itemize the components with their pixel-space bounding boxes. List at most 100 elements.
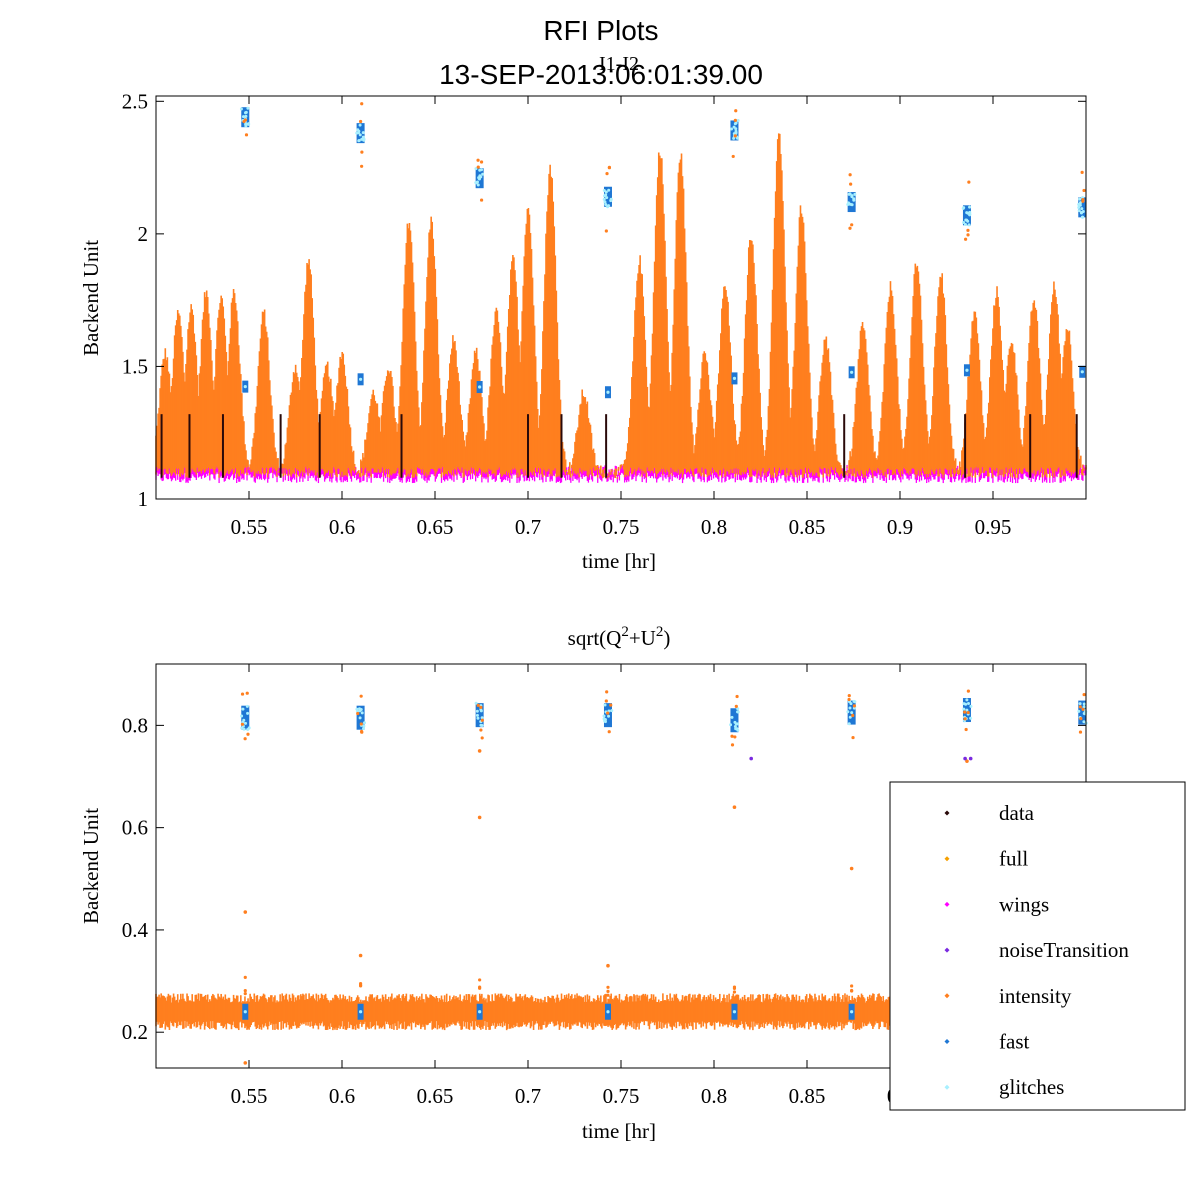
legend-marker-wings [944,901,950,907]
glitch-point [244,114,248,118]
y-tick-label: 1.5 [122,354,148,378]
intensity-outlier [607,165,612,170]
glitch-point [243,111,247,115]
glitch-point [967,223,971,227]
glitch-point-low [850,370,854,374]
intensity-outlier [605,172,609,176]
legend-marker-noiseTransition [944,947,950,953]
intensity-outlier [243,910,248,914]
intensity-outlier [240,692,245,696]
glitch-point [966,219,970,223]
legend-marker-glitches [944,1084,950,1090]
intensity-outlier [849,866,854,871]
glitch-point-low [243,385,247,389]
x-tick-label: 0.85 [789,1084,826,1108]
legend-label-glitches: glitches [999,1075,1064,1099]
intensity-outlier-low [732,990,737,994]
glitch-point [850,711,854,715]
glitch-point-low [850,1010,854,1014]
y-tick-label: 0.6 [122,816,148,840]
intensity-outlier [240,722,245,726]
intensity-outlier [1081,199,1085,203]
intensity-outlier [245,691,249,695]
glitch-point [1082,720,1086,724]
intensity-outlier [964,727,968,732]
glitch-point [965,698,969,702]
glitch-point [969,704,973,708]
intensity-outlier [732,805,737,809]
glitch-point-low [606,1010,610,1014]
x-tick-label: 0.7 [515,1084,541,1108]
glitch-point [968,210,972,214]
intensity-outlier [477,815,482,820]
intensity-outlier [849,182,853,186]
top-xlabel: time [hr] [582,549,656,573]
intensity-outlier [963,717,967,721]
intensity-outlier [360,164,364,168]
top-data-points [155,102,1087,484]
intensity-outlier [734,109,738,113]
glitch-point [355,131,359,135]
intensity-outlier [609,703,613,707]
glitch-point [736,707,740,711]
intensity-outlier [965,759,969,763]
intensity-outlier [966,228,970,232]
glitch-point [962,206,966,210]
intensity-outlier-low [243,975,247,979]
legend-marker-fast [944,1039,950,1044]
intensity-outlier [606,711,610,715]
intensity-outlier [480,718,484,722]
intensity-outlier [605,690,609,694]
legend-label-data: data [999,801,1035,825]
x-tick-label: 0.65 [417,1084,454,1108]
glitch-point [360,711,364,715]
glitch-point [734,727,738,731]
x-tick-label: 0.8 [701,1084,727,1108]
glitch-point [481,172,485,176]
glitch-point [358,133,362,137]
intensity-outlier [966,233,970,237]
intensity-outlier-low [606,993,610,997]
figure-title: RFI Plots [543,15,658,46]
intensity-outlier [734,704,738,708]
glitch-point [962,221,966,225]
intensity-outlier [479,198,484,202]
glitch-point [1082,705,1086,709]
intensity-outlier [1082,188,1086,193]
legend-entries: data full wings noiseTransition intensity fas… [944,801,1129,1099]
glitch-point [602,714,606,718]
glitch-point-low [359,377,363,381]
intensity-outlier [359,119,363,124]
intensity-outlier [735,694,739,699]
x-tick-label: 0.95 [975,515,1012,539]
intensity-outlier [847,697,851,702]
noise-transition-point [963,756,967,761]
glitch-point [246,728,250,732]
glitch-point [240,714,244,718]
y-tick-label: 2 [138,222,149,246]
glitch-point [846,710,850,714]
glitch-point [1080,215,1084,219]
glitch-point [963,222,967,226]
fast-cluster [730,708,739,733]
glitch-point [363,721,367,725]
intensity-outlier [733,118,737,122]
glitch-point [733,720,737,724]
intensity-outlier-low [478,986,482,990]
noise-transition-point [749,756,753,761]
intensity-outlier-low [359,983,363,987]
glitch-point [962,707,966,711]
legend-label-noiseTransition: noiseTransition [999,938,1129,962]
fast-cluster [847,192,856,213]
intensity-outlier [852,704,857,708]
glitch-point-low [243,1010,247,1014]
glitch-point [736,119,740,123]
legend-box [889,781,1186,1111]
bottom-title-part-b: +U [629,626,656,650]
intensity-outlier [1080,170,1084,174]
glitch-point [610,709,614,713]
glitch-point [602,188,606,192]
glitch-point [479,175,483,179]
glitch-point [607,204,611,208]
glitch-point [355,707,359,711]
